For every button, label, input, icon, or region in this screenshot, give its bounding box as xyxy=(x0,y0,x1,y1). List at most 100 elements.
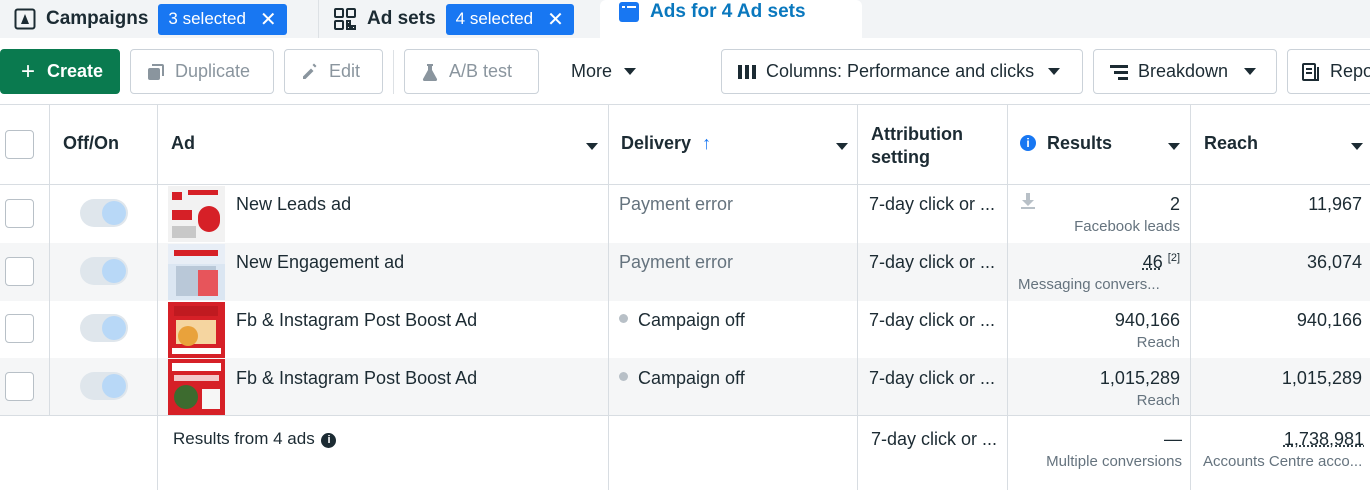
ad-thumbnail[interactable] xyxy=(168,186,225,242)
edit-button[interactable]: Edit xyxy=(284,49,383,94)
ads-table: Off/On Ad Delivery ↑ Attribution setting… xyxy=(0,104,1370,490)
divider xyxy=(0,104,1370,105)
reach-value: 11,967 xyxy=(1200,194,1362,215)
divider xyxy=(0,415,1370,416)
status-dot-icon xyxy=(619,314,628,323)
plus-icon: + xyxy=(17,61,39,83)
ad-toggle[interactable] xyxy=(80,314,128,342)
duplicate-button[interactable]: Duplicate xyxy=(130,49,274,94)
chevron-down-icon xyxy=(1244,68,1256,75)
toggle-knob xyxy=(102,316,126,340)
chevron-down-icon[interactable] xyxy=(586,143,598,150)
more-button[interactable]: More xyxy=(552,49,658,94)
ad-thumbnail[interactable] xyxy=(168,244,225,300)
summary-reach: 1,738,981 xyxy=(1200,429,1364,450)
attribution-setting: 7-day click or ... xyxy=(869,194,995,215)
columns-icon xyxy=(736,61,758,83)
clear-campaigns-icon[interactable]: ✕ xyxy=(260,7,277,32)
summary-label-text: Results from 4 ads xyxy=(173,429,315,448)
tab-adsets[interactable]: Ad sets 4 selected ✕ xyxy=(318,0,588,38)
info-icon[interactable]: i xyxy=(321,433,336,448)
ad-toggle[interactable] xyxy=(80,257,128,285)
header-delivery[interactable]: Delivery ↑ xyxy=(621,133,711,154)
header-attribution[interactable]: Attribution setting xyxy=(871,123,963,169)
ad-thumbnail[interactable] xyxy=(168,359,225,415)
ad-name[interactable]: Fb & Instagram Post Boost Ad xyxy=(236,368,477,389)
status-dot-icon xyxy=(619,372,628,381)
reach-value: 1,015,289 xyxy=(1200,368,1362,389)
adsets-selected-badge[interactable]: 4 selected ✕ xyxy=(446,4,574,35)
tab-campaigns-label: Campaigns xyxy=(46,8,148,30)
delivery-status: Campaign off xyxy=(619,368,745,389)
summary-result-type: Multiple conversions xyxy=(1012,453,1182,470)
breakdown-dropdown[interactable]: Breakdown xyxy=(1093,49,1277,94)
create-button[interactable]: + Create xyxy=(0,49,120,94)
sort-ascending-icon: ↑ xyxy=(702,133,711,153)
attribution-setting: 7-day click or ... xyxy=(869,310,995,331)
campaigns-icon xyxy=(14,8,36,30)
edit-label: Edit xyxy=(329,61,360,82)
result-type: Reach xyxy=(1010,334,1180,351)
delivery-status-label: Campaign off xyxy=(638,368,745,388)
delivery-status: Payment error xyxy=(619,194,733,215)
columns-label: Columns: Performance and clicks xyxy=(766,61,1034,82)
select-all-checkbox[interactable] xyxy=(5,130,34,159)
duplicate-icon xyxy=(145,61,167,83)
chevron-down-icon[interactable] xyxy=(1351,143,1363,150)
ad-thumbnail[interactable] xyxy=(168,302,225,358)
reports-icon xyxy=(1300,61,1322,83)
reports-label: Repo xyxy=(1330,61,1370,82)
tab-adsets-label: Ad sets xyxy=(367,8,436,30)
header-attribution-line1: Attribution xyxy=(871,123,963,146)
tab-campaigns[interactable]: Campaigns 3 selected ✕ xyxy=(14,0,287,38)
result-type: Reach xyxy=(1010,392,1180,409)
chevron-down-icon[interactable] xyxy=(836,143,848,150)
header-ad[interactable]: Ad xyxy=(171,133,195,154)
ad-name[interactable]: New Engagement ad xyxy=(236,252,404,273)
info-icon[interactable]: i xyxy=(1020,135,1036,151)
create-label: Create xyxy=(47,61,103,82)
divider xyxy=(49,104,50,415)
ad-toggle[interactable] xyxy=(80,199,128,227)
duplicate-label: Duplicate xyxy=(175,61,250,82)
adsets-icon xyxy=(333,7,357,31)
header-results-label: Results xyxy=(1047,133,1112,153)
tab-ads-label: Ads for 4 Ad sets xyxy=(650,1,806,23)
adsets-selected-count: 4 selected xyxy=(456,9,534,29)
delivery-status-label: Campaign off xyxy=(638,310,745,330)
flask-icon xyxy=(419,61,441,83)
row-checkbox[interactable] xyxy=(5,257,34,286)
header-reach[interactable]: Reach xyxy=(1204,133,1258,154)
row-checkbox[interactable] xyxy=(5,372,34,401)
ab-test-button[interactable]: A/B test xyxy=(404,49,539,94)
header-results[interactable]: i Results xyxy=(1020,133,1112,154)
ad-toggle[interactable] xyxy=(80,372,128,400)
header-offon[interactable]: Off/On xyxy=(63,133,119,154)
result-value: 1,015,289 xyxy=(1030,368,1180,389)
ad-name[interactable]: Fb & Instagram Post Boost Ad xyxy=(236,310,477,331)
clear-adsets-icon[interactable]: ✕ xyxy=(547,7,564,32)
result-footnote[interactable]: [2] xyxy=(1168,252,1180,264)
reports-button[interactable]: Repo xyxy=(1287,49,1370,94)
header-delivery-label: Delivery xyxy=(621,133,691,153)
attribution-setting: 7-day click or ... xyxy=(869,252,995,273)
summary-attribution: 7-day click or ... xyxy=(871,429,997,450)
result-type: Facebook leads xyxy=(1010,218,1180,235)
toolbar-divider xyxy=(393,50,394,94)
row-checkbox[interactable] xyxy=(5,314,34,343)
divider xyxy=(157,104,158,490)
ad-name[interactable]: New Leads ad xyxy=(236,194,351,215)
pencil-icon xyxy=(299,61,321,83)
campaigns-selected-badge[interactable]: 3 selected ✕ xyxy=(158,4,286,35)
level-tabs: Campaigns 3 selected ✕ Ad sets 4 selecte… xyxy=(0,0,1370,38)
row-checkbox[interactable] xyxy=(5,199,34,228)
summary-label: Results from 4 ads i xyxy=(173,429,336,449)
columns-dropdown[interactable]: Columns: Performance and clicks xyxy=(721,49,1083,94)
result-type: Messaging convers... xyxy=(1018,276,1160,293)
chevron-down-icon[interactable] xyxy=(1168,143,1180,150)
tab-ads[interactable]: Ads for 4 Ad sets xyxy=(600,0,862,38)
divider xyxy=(608,104,609,490)
toggle-knob xyxy=(102,201,126,225)
toolbar: + Create Duplicate Edit A/B test More Co… xyxy=(0,38,1370,104)
more-label: More xyxy=(571,61,612,82)
